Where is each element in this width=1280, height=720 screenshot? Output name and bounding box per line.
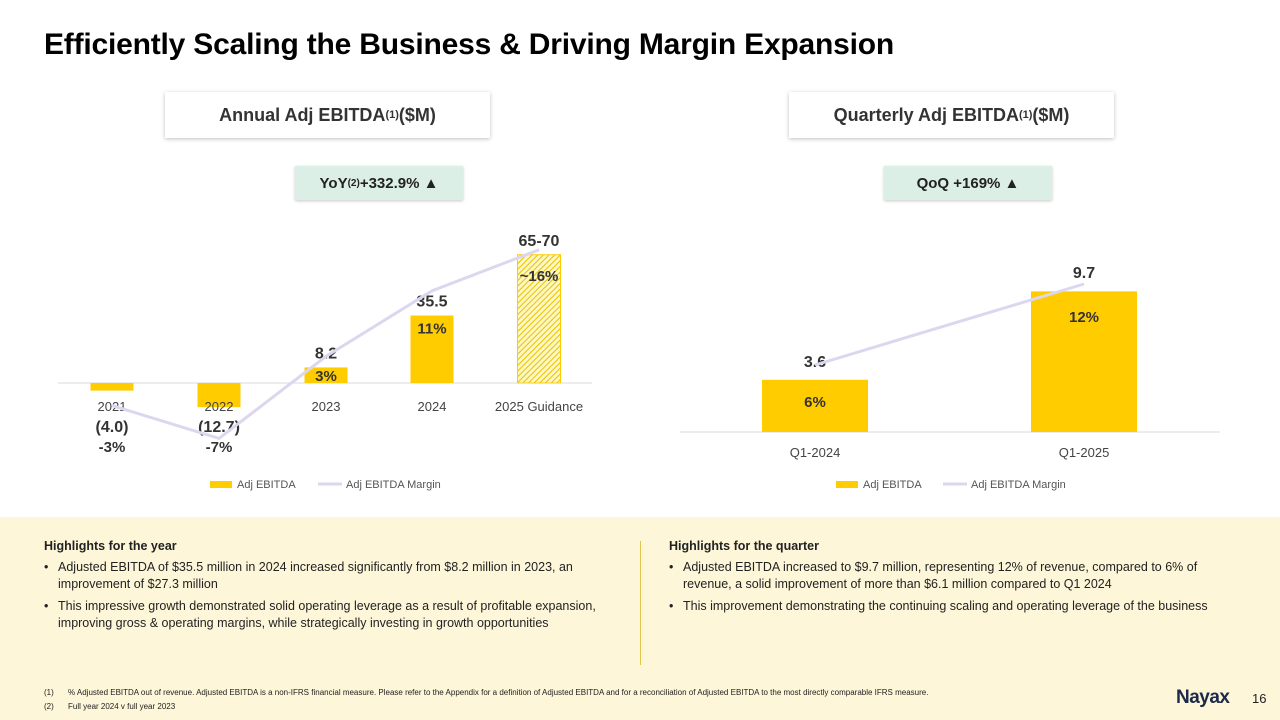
- bar-2025 Guidance: [517, 254, 561, 384]
- data-label-margin: -7%: [206, 439, 233, 456]
- footnote-1-number: (1): [44, 688, 54, 697]
- footnote-2: (2) Full year 2024 v full year 2023: [44, 702, 175, 711]
- bar-2022: [197, 383, 241, 408]
- legend-label-margin: Adj EBITDA Margin: [971, 479, 1066, 491]
- highlights-year-list: Adjusted EBITDA of $35.5 million in 2024…: [44, 559, 604, 632]
- annual-ebitda-chart: (4.0)2021(12.7)20228.2202335.5202465-702…: [58, 233, 592, 491]
- page-title: Efficiently Scaling the Business & Drivi…: [44, 28, 895, 61]
- highlights-year: Highlights for the year Adjusted EBITDA …: [44, 539, 604, 637]
- data-label-margin: ~16%: [520, 268, 559, 285]
- bar-Q1-2024: [762, 379, 868, 432]
- quarterly-heading-footnote-ref: (1): [1018, 109, 1033, 121]
- annual-heading-text: Annual Adj EBITDA: [219, 104, 386, 125]
- tick-label: Q1-2024: [790, 445, 841, 460]
- footnote-1: (1) % Adjusted EBITDA out of revenue. Adj…: [44, 688, 928, 697]
- data-label-value: (4.0): [96, 419, 129, 436]
- bar-2021: [90, 383, 134, 391]
- quarterly-heading-unit: ($M): [1032, 104, 1070, 125]
- tick-label: 2024: [418, 399, 447, 414]
- annual-heading-unit: ($M): [398, 104, 436, 125]
- highlights-quarter-list: Adjusted EBITDA increased to $9.7 millio…: [669, 559, 1214, 615]
- tick-label: Q1-2025: [1059, 445, 1110, 460]
- legend-label-adj-ebitda: Adj EBITDA: [863, 479, 922, 491]
- bar-2023: [304, 367, 348, 383]
- annual-chart-heading: Annual Adj EBITDA (1) ($M): [165, 92, 490, 138]
- highlights-divider: [640, 541, 641, 665]
- legend-label-adj-ebitda: Adj EBITDA: [237, 479, 296, 491]
- data-label-value: 9.7: [1073, 265, 1095, 282]
- tick-label: 2023: [312, 399, 341, 414]
- data-label-value: 3.6: [804, 354, 826, 371]
- quarterly-heading-text: Quarterly Adj EBITDA: [833, 104, 1019, 125]
- footnote-2-text: Full year 2024 v full year 2023: [68, 702, 176, 711]
- qoq-label: QoQ +169% ▲: [916, 174, 1020, 192]
- yoy-value: +332.9% ▲: [359, 174, 439, 192]
- data-label-margin: 3%: [315, 368, 337, 385]
- footnote-1-text: % Adjusted EBITDA out of revenue. Adjust…: [68, 688, 929, 697]
- data-label-value: 8.2: [315, 345, 337, 362]
- list-item: Adjusted EBITDA increased to $9.7 millio…: [669, 559, 1214, 593]
- legend-swatch-adj-ebitda: [210, 481, 232, 488]
- annual-heading-footnote-ref: (1): [385, 109, 399, 121]
- data-label-margin: 11%: [417, 321, 446, 338]
- footer: (1) % Adjusted EBITDA out of revenue. Adj…: [0, 680, 1280, 720]
- bar-2024: [410, 315, 454, 383]
- highlights-panel: Highlights for the year Adjusted EBITDA …: [0, 517, 1280, 680]
- quarterly-chart-heading: Quarterly Adj EBITDA (1) ($M): [789, 92, 1114, 138]
- list-item: This impressive growth demonstrated soli…: [44, 598, 604, 632]
- legend-label-margin: Adj EBITDA Margin: [346, 479, 441, 491]
- list-item: This improvement demonstrating the conti…: [669, 598, 1214, 615]
- data-label-margin: 12%: [1069, 309, 1099, 326]
- data-label-value: 35.5: [416, 294, 447, 311]
- yoy-growth-badge: YoY (2) +332.9% ▲: [295, 166, 463, 200]
- footnote-2-number: (2): [44, 702, 54, 711]
- legend-swatch-adj-ebitda: [836, 481, 858, 488]
- tick-label: 2022: [205, 399, 234, 414]
- nayax-logo: Nayax: [1176, 687, 1230, 708]
- highlights-quarter-heading: Highlights for the quarter: [669, 539, 819, 553]
- tick-label: 2025 Guidance: [495, 399, 583, 414]
- margin-line: [111, 248, 540, 441]
- page-number: 16: [1252, 691, 1267, 706]
- highlights-quarter: Highlights for the quarter Adjusted EBIT…: [669, 539, 1214, 620]
- margin-line: [814, 282, 1085, 367]
- yoy-label: YoY: [319, 174, 348, 192]
- quarterly-ebitda-chart: 3.6 Q1-2024 9.7 Q1-2025 6% 12% Adj EBITDA Adj E…: [680, 265, 1220, 491]
- yoy-footnote-ref: (2): [347, 177, 360, 189]
- list-item: Adjusted EBITDA of $35.5 million in 2024…: [44, 559, 604, 593]
- data-label-margin: 6%: [804, 394, 826, 411]
- data-label-value: 65-70: [519, 233, 560, 250]
- bar-Q1-2025: [1031, 291, 1137, 432]
- data-label-margin: -3%: [99, 439, 126, 456]
- highlights-year-heading: Highlights for the year: [44, 539, 177, 553]
- qoq-growth-badge: QoQ +169% ▲: [884, 166, 1052, 200]
